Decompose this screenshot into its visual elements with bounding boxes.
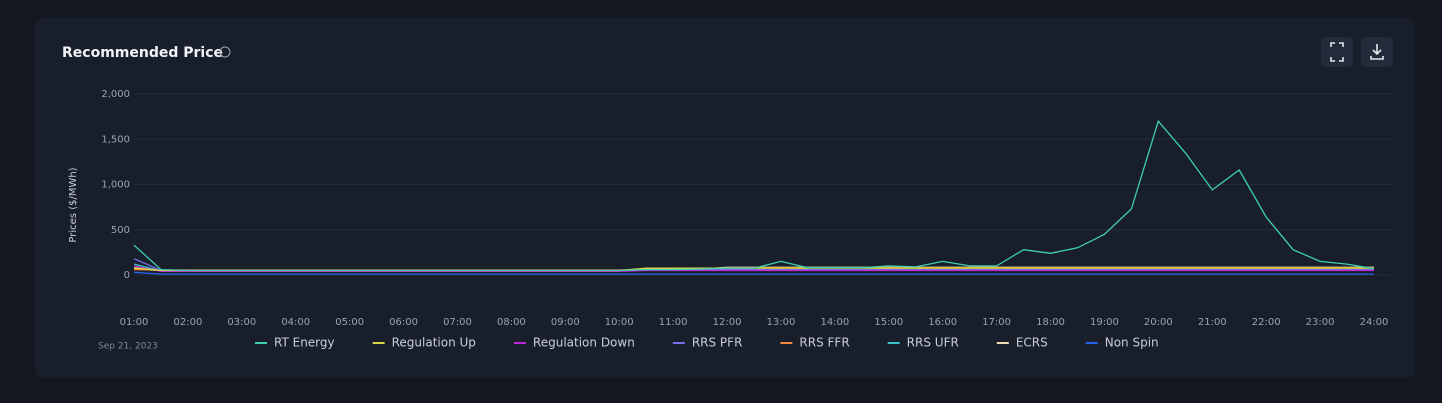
card <box>35 18 1415 378</box>
x-tick-label: 04:00 <box>281 317 310 328</box>
x-tick-label: 09:00 <box>551 317 580 328</box>
x-tick-label: 06:00 <box>389 317 418 328</box>
legend-item[interactable]: RRS FFR <box>780 336 850 350</box>
info-icon[interactable] <box>219 46 231 58</box>
x-tick-label: 21:00 <box>1198 317 1227 328</box>
x-tick-label: 07:00 <box>443 317 472 328</box>
x-tick-label: 24:00 <box>1360 317 1389 328</box>
legend-label: Regulation Up <box>392 336 476 350</box>
legend-label: ECRS <box>1016 336 1048 350</box>
legend-item[interactable]: RRS PFR <box>672 336 743 350</box>
x-tick-label: 12:00 <box>713 317 742 328</box>
x-tick-label: 01:00 <box>120 317 149 328</box>
y-tick-label: 1,500 <box>101 134 130 145</box>
legend-label: RT Energy <box>274 336 335 350</box>
y-tick-label: 500 <box>111 225 130 236</box>
x-tick-label: 11:00 <box>659 317 688 328</box>
legend-item[interactable]: Regulation Down <box>513 336 635 350</box>
legend-item[interactable]: Non Spin <box>1085 336 1159 350</box>
x-tick-label: 17:00 <box>982 317 1011 328</box>
x-tick-label: 20:00 <box>1144 317 1173 328</box>
x-tick-label: 18:00 <box>1036 317 1065 328</box>
x-tick-label: 19:00 <box>1090 317 1119 328</box>
legend-item[interactable]: ECRS <box>996 336 1048 350</box>
series-line <box>133 119 1375 272</box>
x-tick-label: 08:00 <box>497 317 526 328</box>
legend-item[interactable]: RRS UFR <box>887 336 959 350</box>
y-tick-label: 1,000 <box>101 180 130 191</box>
x-tick-label: 15:00 <box>874 317 903 328</box>
y-tick-label: 2,000 <box>101 89 130 100</box>
x-tick-label: 13:00 <box>767 317 796 328</box>
series-line <box>133 265 1374 273</box>
chart-title: Recommended Price <box>62 45 223 61</box>
x-tick-label: 22:00 <box>1252 317 1281 328</box>
date-label: Sep 21, 2023 <box>98 342 158 352</box>
y-tick-label: 0 <box>124 270 130 281</box>
legend-label: RRS FFR <box>799 336 849 350</box>
download-button[interactable] <box>1361 37 1393 67</box>
expand-button[interactable] <box>1321 37 1353 67</box>
y-axis-label: Prices ($/MWh) <box>68 167 79 242</box>
x-tick-label: 10:00 <box>605 317 634 328</box>
legend-item[interactable]: Regulation Up <box>372 336 476 350</box>
legend-label: RRS PFR <box>692 336 743 350</box>
x-tick-label: 03:00 <box>227 317 256 328</box>
x-tick-label: 05:00 <box>335 317 364 328</box>
x-tick-label: 16:00 <box>928 317 957 328</box>
legend-label: RRS UFR <box>907 336 959 350</box>
series-line <box>133 271 1374 275</box>
x-tick-label: 23:00 <box>1306 317 1335 328</box>
legend-item[interactable]: RT Energy <box>255 336 335 350</box>
x-tick-label: 14:00 <box>820 317 849 328</box>
x-tick-label: 02:00 <box>173 317 202 328</box>
legend-label: Regulation Down <box>533 336 635 350</box>
legend-label: Non Spin <box>1105 336 1159 350</box>
